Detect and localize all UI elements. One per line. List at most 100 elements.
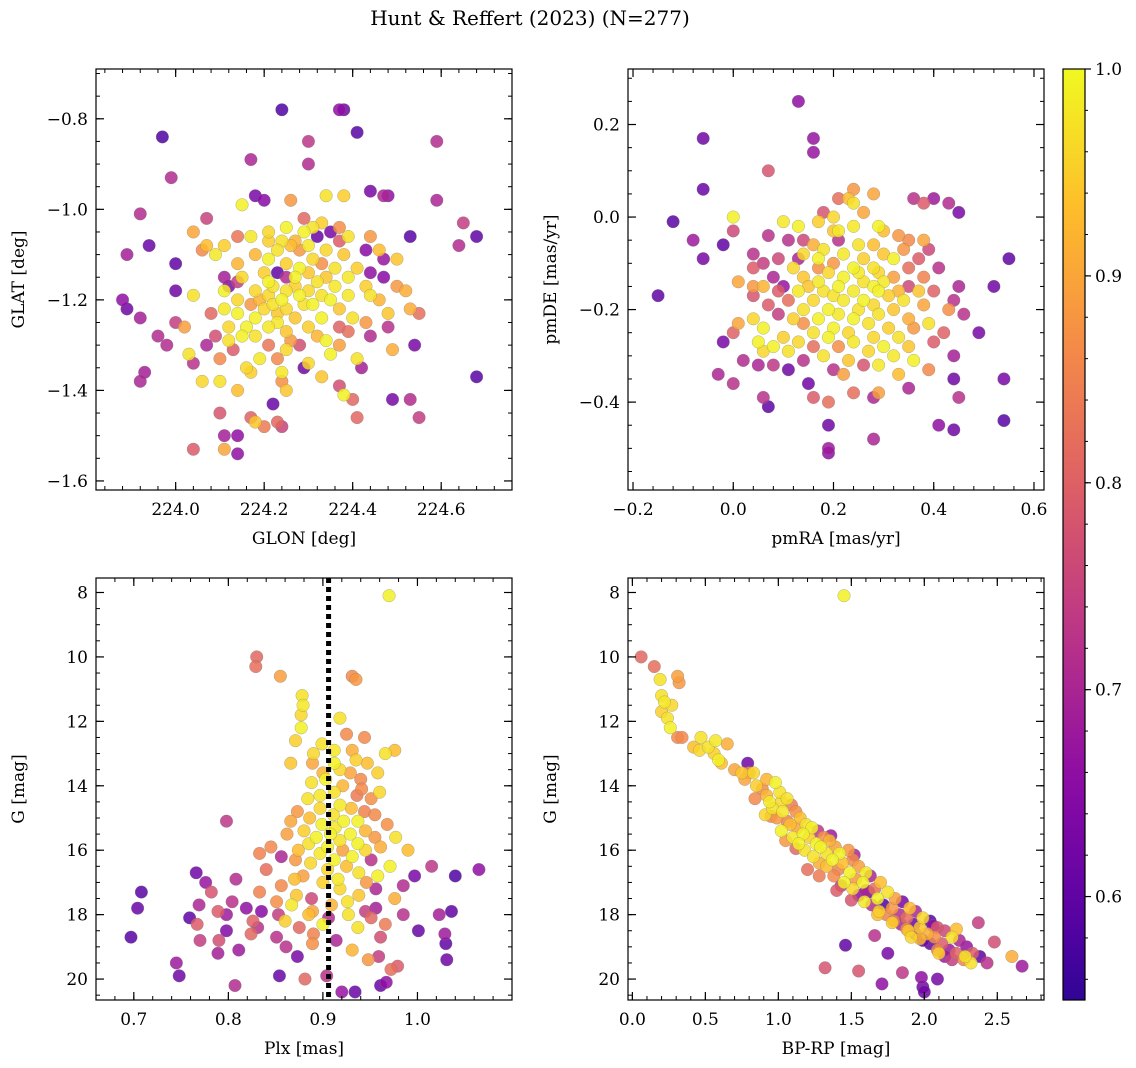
y-tick-label: 10	[66, 648, 88, 668]
data-point	[806, 293, 820, 307]
data-point	[796, 303, 810, 317]
data-point	[374, 930, 388, 944]
data-point	[231, 447, 245, 461]
data-point	[349, 672, 363, 686]
data-point	[837, 293, 851, 307]
data-point	[837, 367, 851, 381]
data-point	[761, 229, 775, 243]
data-point	[297, 211, 311, 225]
data-point	[872, 219, 886, 233]
x-tick-label: 224.4	[328, 500, 377, 520]
data-point	[408, 338, 422, 352]
data-point	[917, 196, 931, 210]
data-point	[912, 252, 926, 266]
data-point	[771, 284, 785, 298]
data-point	[333, 711, 347, 725]
data-point	[726, 377, 740, 391]
y-tick-label: 0.0	[593, 208, 620, 228]
data-point	[284, 193, 298, 207]
data-point	[720, 737, 734, 751]
data-point	[275, 365, 289, 379]
colorbar: 0.6 0.7 0.8 0.9 1.0	[1062, 60, 1122, 1001]
data-point	[470, 229, 484, 243]
data-point	[372, 243, 386, 257]
data-point	[217, 442, 231, 456]
data-point	[781, 293, 795, 307]
panel-color-magnitude: 0.0 0.5 1.0 1.5 2.0 2.5 8 10 12 14 16 18 20 BP-RP [ma…	[541, 577, 1045, 1059]
data-point	[867, 330, 881, 344]
data-point	[378, 747, 392, 761]
data-point	[381, 306, 395, 320]
data-point	[917, 270, 931, 284]
y-axis-label: G [mag]	[9, 754, 29, 823]
data-point	[821, 266, 835, 280]
data-point	[971, 916, 985, 930]
data-point	[288, 270, 302, 284]
data-point	[213, 352, 227, 366]
data-point	[857, 205, 871, 219]
data-point	[352, 888, 366, 902]
data-point	[374, 840, 388, 854]
data-point	[856, 875, 870, 889]
data-point	[912, 284, 926, 298]
data-point	[902, 381, 916, 395]
data-point	[348, 985, 362, 999]
data-point	[389, 830, 403, 844]
data-point	[816, 349, 830, 363]
data-point	[219, 814, 233, 828]
data-point	[771, 252, 785, 266]
data-point	[305, 892, 319, 906]
data-point	[364, 911, 378, 925]
data-point	[914, 970, 928, 984]
data-point	[275, 293, 289, 307]
data-point	[379, 975, 393, 989]
data-point	[1005, 950, 1019, 964]
data-point	[892, 367, 906, 381]
data-point	[432, 908, 446, 922]
data-point	[358, 824, 372, 838]
data-point	[305, 776, 319, 790]
data-point	[377, 189, 391, 203]
data-point	[811, 252, 825, 266]
data-point	[746, 247, 760, 261]
data-point	[874, 875, 888, 889]
data-point	[761, 298, 775, 312]
data-point	[997, 372, 1011, 386]
data-point	[257, 193, 271, 207]
data-point	[382, 589, 396, 603]
data-point	[344, 801, 358, 815]
data-point	[266, 397, 280, 411]
data-point	[932, 261, 946, 275]
data-point	[902, 340, 916, 354]
data-point	[438, 927, 452, 941]
data-point	[294, 721, 308, 735]
data-point	[345, 850, 359, 864]
data-point	[231, 306, 245, 320]
data-point	[332, 103, 346, 117]
data-point	[942, 303, 956, 317]
data-point	[364, 853, 378, 867]
data-point	[235, 329, 249, 343]
data-point	[932, 946, 946, 960]
data-point	[328, 261, 342, 275]
data-point	[155, 130, 169, 144]
data-point	[756, 321, 770, 335]
data-point	[927, 335, 941, 349]
data-point	[349, 753, 363, 767]
data-point	[279, 343, 293, 357]
data-point	[867, 187, 881, 201]
panel-sky: 224.0 224.2 224.4 224.6 −0.8 −1.0 −1.2 −1.4 −1.6…	[9, 68, 513, 549]
data-point	[219, 924, 233, 938]
data-point	[756, 279, 770, 293]
x-tick-label: 1.0	[404, 1010, 431, 1030]
data-point	[332, 338, 346, 352]
data-point	[857, 252, 871, 266]
data-point	[275, 103, 289, 117]
data-point	[378, 917, 392, 931]
x-tick-label: 2.5	[984, 1010, 1011, 1030]
y-tick-label: −1.6	[47, 472, 88, 492]
data-point	[313, 788, 327, 802]
y-tick-label: −1.4	[47, 381, 88, 401]
data-point	[124, 930, 138, 944]
data-point	[937, 326, 951, 340]
